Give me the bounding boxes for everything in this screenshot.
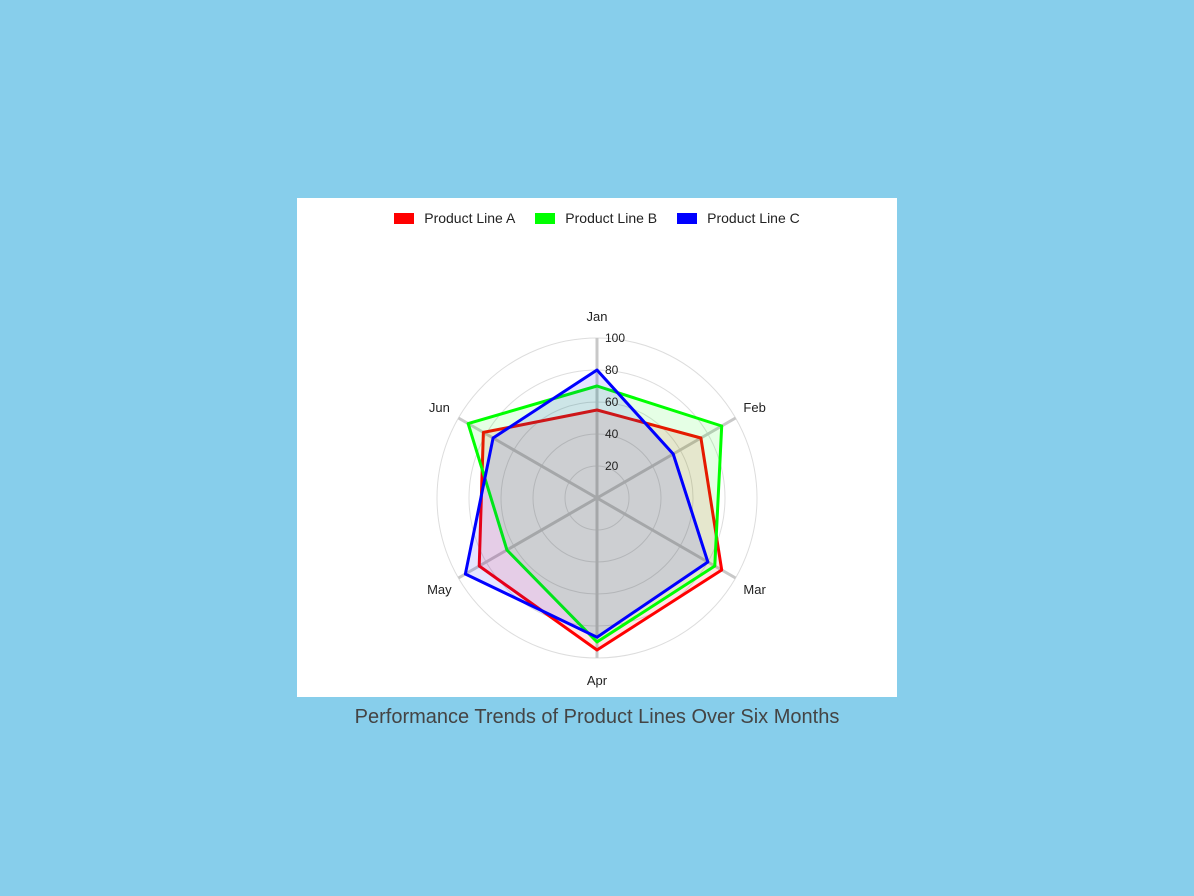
series-polygon bbox=[466, 384, 724, 644]
category-label: Apr bbox=[587, 673, 608, 688]
category-label: May bbox=[427, 582, 452, 597]
legend-label: Product Line B bbox=[565, 210, 658, 226]
axis-spoke bbox=[596, 416, 737, 500]
legend-item[interactable]: Product Line A bbox=[394, 210, 515, 226]
axis-spoke bbox=[457, 416, 598, 500]
tick-label: 40 bbox=[605, 427, 619, 441]
tick-label: 100 bbox=[605, 331, 625, 345]
axis-spoke bbox=[596, 496, 737, 580]
legend-swatch bbox=[394, 212, 415, 224]
radar-chart: 20 40 60 80 100 Jan Feb Mar Apr May Jun bbox=[427, 309, 766, 688]
axis-spoke bbox=[457, 496, 598, 580]
tick-label: 60 bbox=[605, 395, 619, 409]
chart-card: Product Line A Product Line B Product Line… bbox=[297, 198, 897, 697]
legend: Product Line A Product Line B Product Line… bbox=[297, 210, 897, 226]
category-label: Jan bbox=[587, 309, 608, 324]
legend-label: Product Line A bbox=[424, 210, 516, 226]
legend-swatch bbox=[677, 212, 698, 224]
tick-label: 80 bbox=[605, 363, 619, 377]
series-polygon bbox=[463, 368, 710, 639]
legend-item[interactable]: Product Line C bbox=[677, 210, 800, 226]
legend-label: Product Line C bbox=[707, 210, 800, 226]
legend-item[interactable]: Product Line B bbox=[535, 210, 657, 226]
series-polygon bbox=[477, 408, 724, 652]
category-label: Mar bbox=[743, 582, 766, 597]
category-label: Jun bbox=[429, 400, 450, 415]
legend-swatch bbox=[535, 212, 556, 224]
tick-label: 20 bbox=[605, 459, 619, 473]
category-label: Feb bbox=[743, 400, 765, 415]
chart-caption: Performance Trends of Product Lines Over… bbox=[354, 706, 840, 728]
